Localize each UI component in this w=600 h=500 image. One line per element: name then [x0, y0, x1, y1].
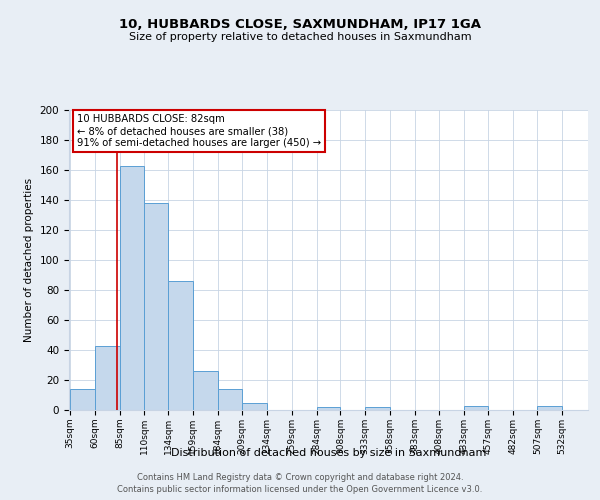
Bar [464, 406, 488, 410]
Text: Size of property relative to detached houses in Saxmundham: Size of property relative to detached ho… [128, 32, 472, 42]
Bar [317, 407, 340, 410]
Text: Distribution of detached houses by size in Saxmundham: Distribution of detached houses by size … [171, 448, 487, 458]
Bar [95, 346, 119, 410]
Bar [218, 389, 242, 410]
Text: 10, HUBBARDS CLOSE, SAXMUNDHAM, IP17 1GA: 10, HUBBARDS CLOSE, SAXMUNDHAM, IP17 1GA [119, 18, 481, 30]
Bar [365, 407, 390, 410]
Bar [538, 406, 562, 410]
Bar [119, 166, 144, 410]
Bar [193, 371, 218, 410]
Text: Contains HM Land Registry data © Crown copyright and database right 2024.: Contains HM Land Registry data © Crown c… [137, 474, 463, 482]
Text: Contains public sector information licensed under the Open Government Licence v3: Contains public sector information licen… [118, 485, 482, 494]
Bar [144, 203, 168, 410]
Bar [168, 281, 193, 410]
Bar [242, 402, 267, 410]
Y-axis label: Number of detached properties: Number of detached properties [24, 178, 34, 342]
Bar [70, 389, 95, 410]
Text: 10 HUBBARDS CLOSE: 82sqm
← 8% of detached houses are smaller (38)
91% of semi-de: 10 HUBBARDS CLOSE: 82sqm ← 8% of detache… [77, 114, 321, 148]
